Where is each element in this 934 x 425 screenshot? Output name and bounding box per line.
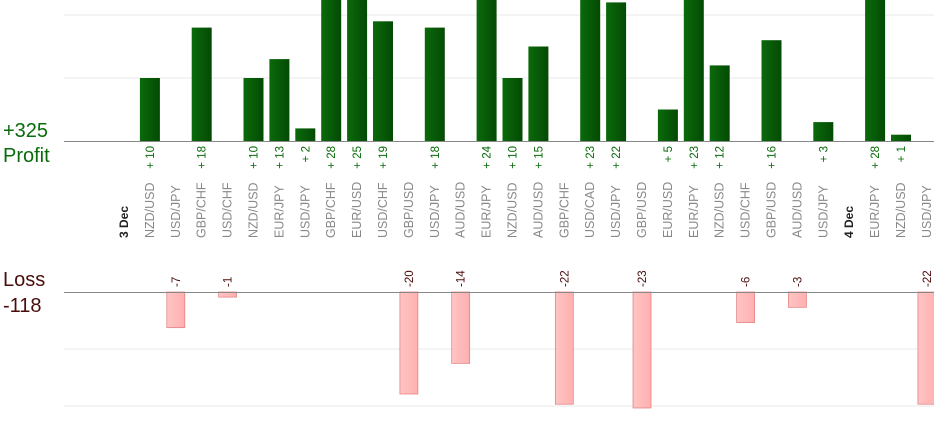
- loss-value-label: -22: [559, 270, 571, 287]
- category-label: GBP/USD: [765, 182, 779, 238]
- loss-bar: [632, 291, 652, 409]
- profit-bar: [476, 0, 497, 141]
- loss-value-label: -22: [922, 270, 934, 287]
- profit-bar: [683, 0, 704, 141]
- category-label: USD/JPY: [609, 185, 623, 238]
- category-label: GBP/CHF: [324, 182, 338, 238]
- profit-bar: [709, 65, 730, 141]
- category-label: GBP/CHF: [557, 182, 571, 238]
- profit-value-label: + 10: [249, 146, 261, 169]
- profit-bar: [321, 0, 342, 141]
- profit-value-label: + 28: [326, 146, 338, 169]
- profit-label: Profit: [3, 145, 50, 167]
- loss-value-label: -1: [223, 277, 235, 287]
- profit-bar: [813, 122, 834, 141]
- loss-bar: [554, 291, 574, 405]
- loss-bar: [399, 291, 419, 395]
- loss-value-label: -14: [456, 270, 468, 287]
- profit-value-label: + 25: [352, 146, 364, 169]
- loss-bar: [736, 291, 755, 323]
- profit-bar: [191, 27, 212, 142]
- profit-bar: [139, 78, 160, 141]
- profit-bar: [295, 128, 316, 141]
- category-label: USD/JPY: [298, 185, 312, 238]
- category-label: NZD/USD: [713, 182, 727, 238]
- profit-value-label: + 10: [508, 146, 520, 169]
- profit-bar: [424, 27, 445, 142]
- profit-bar: [502, 78, 523, 141]
- profit-bar: [761, 40, 782, 142]
- profit-value-label: + 16: [767, 146, 779, 169]
- category-label: USD/CHF: [376, 182, 390, 238]
- profit-bar: [657, 109, 678, 141]
- profit-bar: [243, 78, 264, 141]
- profit-value-label: + 5: [663, 146, 675, 162]
- date-marker-label: 3 Dec: [117, 206, 131, 238]
- loss-value-label: -3: [792, 277, 804, 287]
- profit-total: +325: [3, 120, 49, 142]
- profit-bar: [865, 0, 886, 141]
- profit-bar: [606, 2, 627, 142]
- profit-value-label: + 18: [430, 146, 442, 169]
- profit-bar: [347, 0, 368, 141]
- profit-bar: [528, 46, 549, 141]
- category-label: USD/CAD: [583, 182, 597, 238]
- category-label: NZD/USD: [894, 182, 908, 238]
- category-label: EUR/JPY: [687, 185, 701, 238]
- loss-bar: [451, 291, 471, 364]
- profit-value-label: + 18: [197, 146, 209, 169]
- profit-bar: [269, 59, 290, 141]
- profit-value-label: + 23: [585, 146, 597, 169]
- category-label: AUD/USD: [531, 182, 545, 238]
- profit-value-label: + 10: [145, 146, 157, 169]
- profit-bar: [580, 0, 601, 141]
- loss-bar: [788, 291, 807, 308]
- category-label: AUD/USD: [790, 182, 804, 238]
- loss-value-label: -7: [171, 277, 183, 287]
- category-label: NZD/USD: [247, 182, 261, 238]
- loss-total: -118: [3, 295, 42, 317]
- loss-bar: [917, 291, 934, 405]
- profit-value-label: + 19: [378, 146, 390, 169]
- profit-value-label: + 22: [611, 146, 623, 169]
- category-label: EUR/JPY: [272, 185, 286, 238]
- profit-value-label: + 12: [715, 146, 727, 169]
- category-label: GBP/CHF: [195, 182, 209, 238]
- category-label: USD/JPY: [169, 185, 183, 238]
- loss-label: Loss: [3, 269, 46, 291]
- date-marker-label: 4 Dec: [842, 206, 856, 238]
- profit-value-label: + 28: [870, 146, 882, 169]
- category-label: NZD/USD: [506, 182, 520, 238]
- profit-value-label: + 1: [896, 146, 908, 162]
- category-label: USD/JPY: [428, 185, 442, 238]
- loss-bar: [166, 291, 186, 329]
- category-label: USD/JPY: [816, 185, 830, 238]
- profit-value-label: + 15: [533, 146, 545, 169]
- category-label: USD/CHF: [221, 182, 235, 238]
- profit-value-label: + 3: [818, 146, 830, 162]
- loss-value-label: -20: [404, 270, 416, 287]
- loss-value-label: -23: [637, 270, 649, 287]
- profit-value-label: + 23: [689, 146, 701, 169]
- category-label: GBP/USD: [402, 182, 416, 238]
- profit-value-label: + 13: [274, 146, 286, 169]
- category-label: USD/CHF: [739, 182, 753, 238]
- profit-value-label: + 24: [482, 145, 494, 168]
- profit-bar: [373, 21, 393, 141]
- loss-value-label: -6: [741, 277, 753, 287]
- category-label: EUR/JPY: [868, 185, 882, 238]
- category-label: NZD/USD: [143, 182, 157, 238]
- profit-value-label: + 2: [300, 146, 312, 162]
- category-label: GBP/USD: [635, 182, 649, 238]
- category-label: AUD/USD: [454, 182, 468, 238]
- category-label: EUR/USD: [661, 182, 675, 238]
- category-label: EUR/USD: [350, 182, 364, 238]
- category-label: EUR/JPY: [480, 185, 494, 238]
- profit-bar: [891, 134, 911, 141]
- category-label: USD/JPY: [920, 185, 934, 238]
